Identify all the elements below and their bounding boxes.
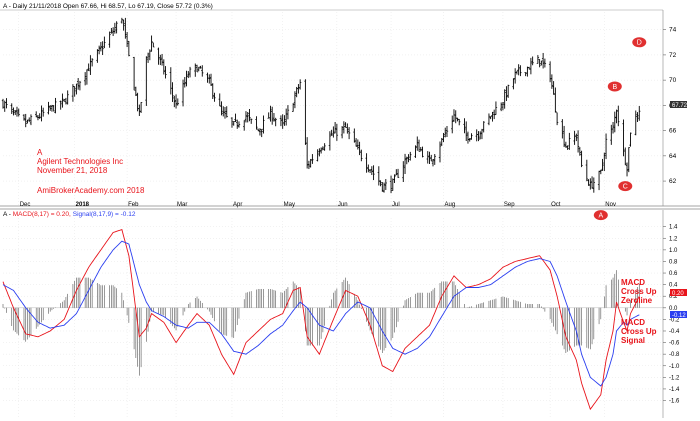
macd-tick-label: -1.4: [669, 387, 680, 393]
macd-tick-label: 0.0: [669, 306, 678, 312]
marker-label: D: [637, 40, 642, 47]
markers: D B C A: [593, 37, 647, 221]
macd-lines: [2, 229, 640, 411]
signal-line: [2, 240, 640, 387]
month-label: Jul: [392, 202, 400, 208]
marker-label: B: [612, 84, 617, 91]
macd-badge-value: 0.20: [672, 291, 684, 297]
note-zeroline-2: Cross Up: [621, 287, 657, 296]
macd-header: A - MACD(8,17) = 0.20, Signal(8,17,9) = -…: [3, 211, 136, 218]
price-tick-label: 62: [669, 178, 677, 185]
price-tick-label: 72: [669, 52, 677, 59]
marker-bubble: [607, 81, 622, 92]
macd-tick-label: 1.4: [669, 225, 678, 231]
annotation-ticker: A: [37, 148, 43, 157]
macd-badge-box: [670, 289, 687, 296]
note-signal-2: Cross Up: [621, 327, 657, 336]
macd-tick-label: -0.4: [669, 329, 680, 335]
price-bars: [1, 17, 641, 194]
month-label: Dec: [20, 202, 31, 208]
macd-tick-label: -0.2: [669, 317, 680, 323]
macd-header-prefix: A -: [3, 211, 13, 218]
month-label: Jun: [338, 202, 348, 208]
month-label: Feb: [128, 202, 139, 208]
macd-tick-label: 0.4: [669, 283, 678, 289]
price-tick-label: 64: [669, 153, 677, 160]
price-tick-label: 74: [669, 27, 677, 34]
macd-tick-label: -1.0: [669, 364, 680, 370]
annotation-date: November 21, 2018: [37, 166, 108, 175]
macd-line: [2, 229, 640, 411]
month-label: Aug: [444, 202, 455, 208]
month-label: Oct: [551, 202, 561, 208]
price-header: A - Daily 21/11/2018 Open 67.66, Hi 68.5…: [3, 3, 213, 10]
note-signal-1: MACD: [621, 318, 645, 327]
macd-tick-label: 1.2: [669, 236, 678, 242]
marker-bubble: [632, 37, 647, 48]
macd-tick-label: 1.0: [669, 248, 678, 254]
price-tick-label: 66: [669, 128, 677, 135]
macd-tick-label: -0.6: [669, 341, 680, 347]
month-label: Nov: [605, 202, 616, 208]
macd-annotations: MACD Cross Up Zeroline MACD Cross Up Sig…: [621, 278, 657, 345]
macd-tick-label: 0.2: [669, 294, 678, 300]
note-zeroline-1: MACD: [621, 278, 645, 287]
annotation-company: Agilent Technologies Inc: [37, 157, 123, 166]
price-badge-box: [670, 101, 687, 108]
price-tick-label: 70: [669, 77, 677, 84]
month-label: 2018: [76, 202, 90, 208]
signal-badge-box: [670, 311, 687, 318]
note-zeroline-3: Zeroline: [621, 296, 653, 305]
price-grid: [3, 12, 663, 206]
month-label: May: [284, 202, 295, 208]
month-label: Apr: [233, 202, 242, 208]
month-label: Sep: [504, 202, 515, 208]
signal-badge-value: -0.12: [672, 313, 686, 319]
marker-label: C: [623, 184, 628, 191]
macd-tick-label: -1.6: [669, 399, 680, 405]
marker-label: A: [598, 213, 603, 220]
marker-bubble: [618, 181, 633, 192]
macd-tick-label: -1.2: [669, 375, 680, 381]
marker-bubble: [593, 210, 608, 221]
note-signal-3: Signal: [621, 336, 645, 345]
macd-badges: 0.20 -0.12: [670, 289, 687, 319]
macd-tick-label: -0.8: [669, 352, 680, 358]
price-badge: 67.72: [670, 101, 688, 109]
macd-header-macd: MACD(8,17) = 0.20,: [13, 211, 71, 218]
annotation-site: AmiBrokerAcademy.com 2018: [37, 186, 145, 195]
annotation-block: A Agilent Technologies Inc November 21, …: [37, 148, 145, 195]
macd-tick-label: 0.6: [669, 271, 678, 277]
price-badge-value: 67.72: [672, 103, 688, 109]
axes: 62646668707274Dec2018FebMarAprMayJunJulA…: [0, 9, 700, 418]
macd-tick-label: 0.8: [669, 259, 678, 265]
macd-header-signal: Signal(8,17,9) = -0.12: [73, 211, 136, 218]
macd-histogram: [2, 270, 640, 376]
month-label: Mar: [177, 202, 187, 208]
